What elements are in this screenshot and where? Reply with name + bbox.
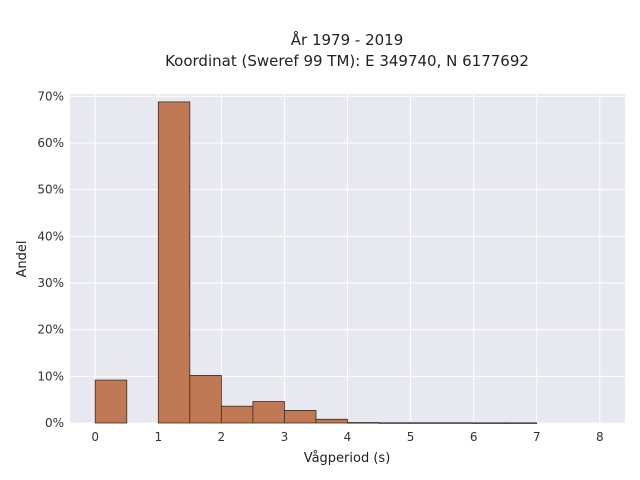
histogram-bar [252,401,285,424]
y-tick-label: 20% [37,323,64,337]
x-axis-ticks: 0 1 2 3 4 5 6 7 8 [91,430,603,444]
y-tick-label: 70% [37,89,64,103]
y-tick-label: 0% [45,416,64,430]
histogram-bar [157,101,191,424]
x-tick-label: 1 [154,430,162,444]
chart-title-line2: Koordinat (Sweref 99 TM): E 349740, N 61… [165,52,529,70]
x-tick-label: 2 [218,430,226,444]
histogram-bar [94,379,128,424]
histogram-bar [284,409,317,424]
y-axis-label: Andel [15,241,30,278]
histogram-bar [410,422,443,424]
histogram-bar [441,422,475,424]
histogram-bar [504,422,538,424]
y-axis-ticks: 0% 10% 20% 30% 40% 50% 60% 70% [37,89,64,430]
histogram-bar [220,405,254,424]
histogram-bar [473,422,506,424]
x-tick-label: 8 [596,430,604,444]
y-tick-label: 10% [37,369,64,383]
x-tick-label: 3 [281,430,289,444]
histogram-bar [378,422,411,424]
histogram-bar [189,374,222,424]
x-tick-label: 5 [407,430,415,444]
histogram-bar [315,418,348,424]
x-tick-label: 0 [91,430,99,444]
histogram-bars [94,101,538,424]
chart-title-line1: År 1979 - 2019 [291,30,404,49]
x-axis-label: Vågperiod (s) [304,451,391,466]
x-tick-label: 7 [533,430,541,444]
x-tick-label: 4 [344,430,352,444]
y-tick-label: 50% [37,183,64,197]
x-tick-label: 6 [470,430,478,444]
y-tick-label: 60% [37,136,64,150]
y-tick-label: 30% [37,276,64,290]
y-tick-label: 40% [37,229,64,243]
histogram-bar [347,422,380,424]
